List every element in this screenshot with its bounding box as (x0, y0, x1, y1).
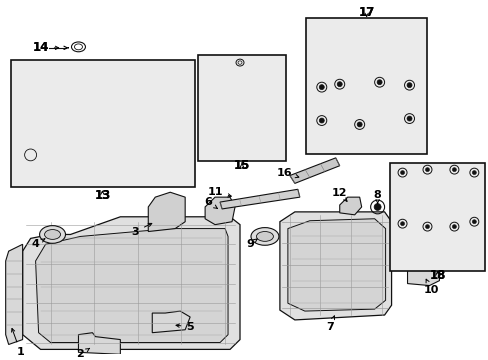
Bar (11, 60, 195, 187)
Text: 5: 5 (176, 322, 194, 332)
Ellipse shape (250, 228, 278, 245)
Polygon shape (56, 75, 185, 118)
Bar (198, 55, 285, 161)
Polygon shape (78, 333, 120, 354)
Text: 2: 2 (77, 348, 89, 359)
Text: 16: 16 (277, 168, 298, 178)
Circle shape (337, 82, 342, 87)
Circle shape (376, 80, 381, 85)
Polygon shape (6, 244, 22, 345)
Polygon shape (279, 212, 391, 320)
Polygon shape (287, 219, 385, 311)
Ellipse shape (256, 231, 273, 241)
Circle shape (373, 203, 380, 210)
Polygon shape (399, 177, 476, 219)
Polygon shape (220, 189, 299, 209)
Circle shape (400, 222, 404, 226)
Text: 17: 17 (358, 6, 374, 19)
Ellipse shape (44, 230, 61, 239)
Circle shape (471, 171, 475, 175)
Text: 8: 8 (373, 190, 381, 203)
Text: 18: 18 (428, 269, 445, 282)
Circle shape (400, 171, 404, 175)
Circle shape (356, 122, 362, 127)
Circle shape (471, 220, 475, 224)
Bar (389, 163, 484, 271)
Text: 11: 11 (207, 187, 231, 197)
Polygon shape (407, 246, 439, 285)
Ellipse shape (40, 226, 65, 243)
Polygon shape (289, 158, 339, 183)
Text: 17: 17 (358, 6, 374, 19)
Polygon shape (411, 71, 424, 114)
Circle shape (319, 118, 324, 123)
Bar (305, 18, 427, 154)
Text: 1: 1 (12, 328, 24, 357)
Circle shape (425, 225, 428, 229)
Circle shape (406, 116, 411, 121)
Text: 7: 7 (325, 316, 334, 332)
Text: 12: 12 (331, 188, 347, 201)
Text: 10: 10 (423, 279, 438, 296)
Text: 15: 15 (233, 159, 250, 172)
Text: 18: 18 (428, 269, 445, 282)
Text: 13: 13 (94, 189, 110, 202)
Circle shape (451, 168, 455, 172)
Polygon shape (208, 64, 279, 84)
Circle shape (451, 225, 455, 229)
Polygon shape (315, 89, 419, 116)
Text: 14: 14 (32, 41, 49, 54)
Polygon shape (56, 104, 180, 130)
Polygon shape (19, 129, 42, 172)
Polygon shape (148, 192, 185, 231)
Text: 9: 9 (245, 239, 257, 249)
Text: 4: 4 (32, 239, 45, 249)
Polygon shape (339, 197, 361, 215)
Text: 13: 13 (94, 189, 110, 202)
Polygon shape (204, 78, 279, 99)
Text: 3: 3 (131, 224, 151, 237)
Circle shape (319, 85, 324, 90)
Polygon shape (36, 229, 227, 342)
Polygon shape (204, 197, 235, 225)
Polygon shape (22, 217, 240, 350)
Polygon shape (19, 158, 185, 183)
Circle shape (425, 168, 428, 172)
Polygon shape (152, 311, 190, 333)
Text: 14: 14 (32, 41, 59, 54)
Circle shape (406, 83, 411, 87)
Text: 15: 15 (233, 159, 250, 172)
Text: 6: 6 (204, 197, 217, 208)
